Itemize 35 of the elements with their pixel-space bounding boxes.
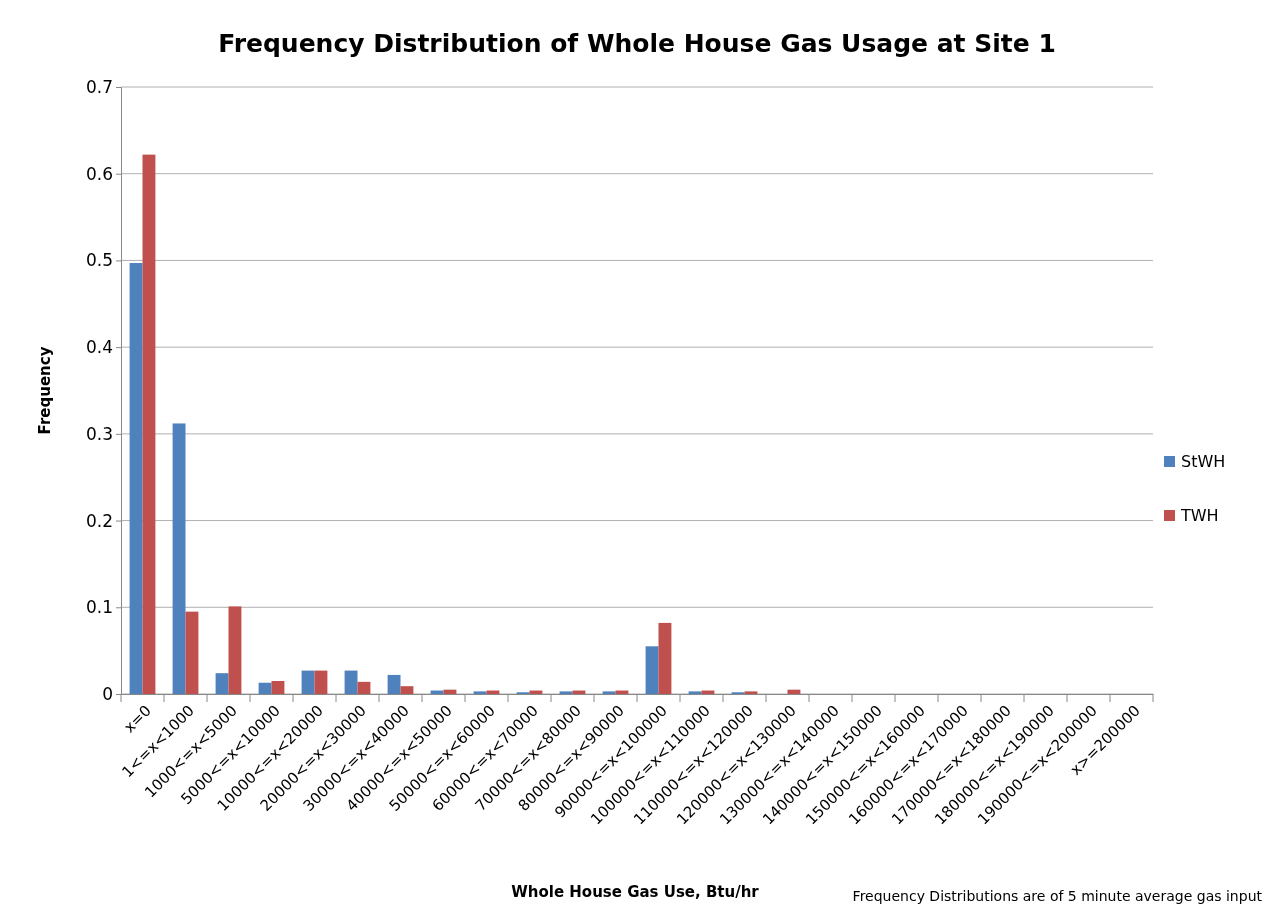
bar <box>559 691 573 694</box>
y-tick-label: 0.2 <box>85 510 113 531</box>
bar <box>215 673 229 694</box>
y-axis-title: Frequency <box>36 346 54 435</box>
bar <box>185 611 199 694</box>
y-tick-label: 0.7 <box>85 76 113 97</box>
y-tick-label: 0.4 <box>85 337 113 358</box>
bar <box>357 681 371 694</box>
bar <box>129 263 143 694</box>
y-tick-label: 0.6 <box>85 163 113 184</box>
chart-title: Frequency Distribution of Whole House Gas Usage at Site 1 <box>218 29 1056 58</box>
x-axis-title: Whole House Gas Use, Btu/hr <box>511 883 760 901</box>
bar <box>645 646 659 694</box>
bar <box>744 691 758 694</box>
bar <box>172 423 186 694</box>
bar <box>314 670 328 694</box>
bar <box>602 691 616 694</box>
bar <box>400 686 414 694</box>
y-tick-label: 0.3 <box>85 423 113 444</box>
bar <box>688 691 702 694</box>
bar <box>344 670 358 694</box>
bar <box>473 691 487 694</box>
bar <box>142 154 156 694</box>
bar <box>387 674 401 694</box>
bar <box>658 622 672 694</box>
legend-label: StWH <box>1181 452 1226 471</box>
bar <box>301 670 315 694</box>
bar <box>271 680 285 694</box>
text: Frequency Distributions are of 5 minute average gas input <box>852 888 1263 904</box>
y-tick-label: 0.5 <box>85 250 113 271</box>
bar <box>228 606 242 694</box>
y-tick-label: 0 <box>102 683 113 704</box>
y-tick-label: 0.1 <box>85 597 113 618</box>
bar <box>258 682 272 694</box>
legend-label: TWH <box>1180 506 1219 525</box>
